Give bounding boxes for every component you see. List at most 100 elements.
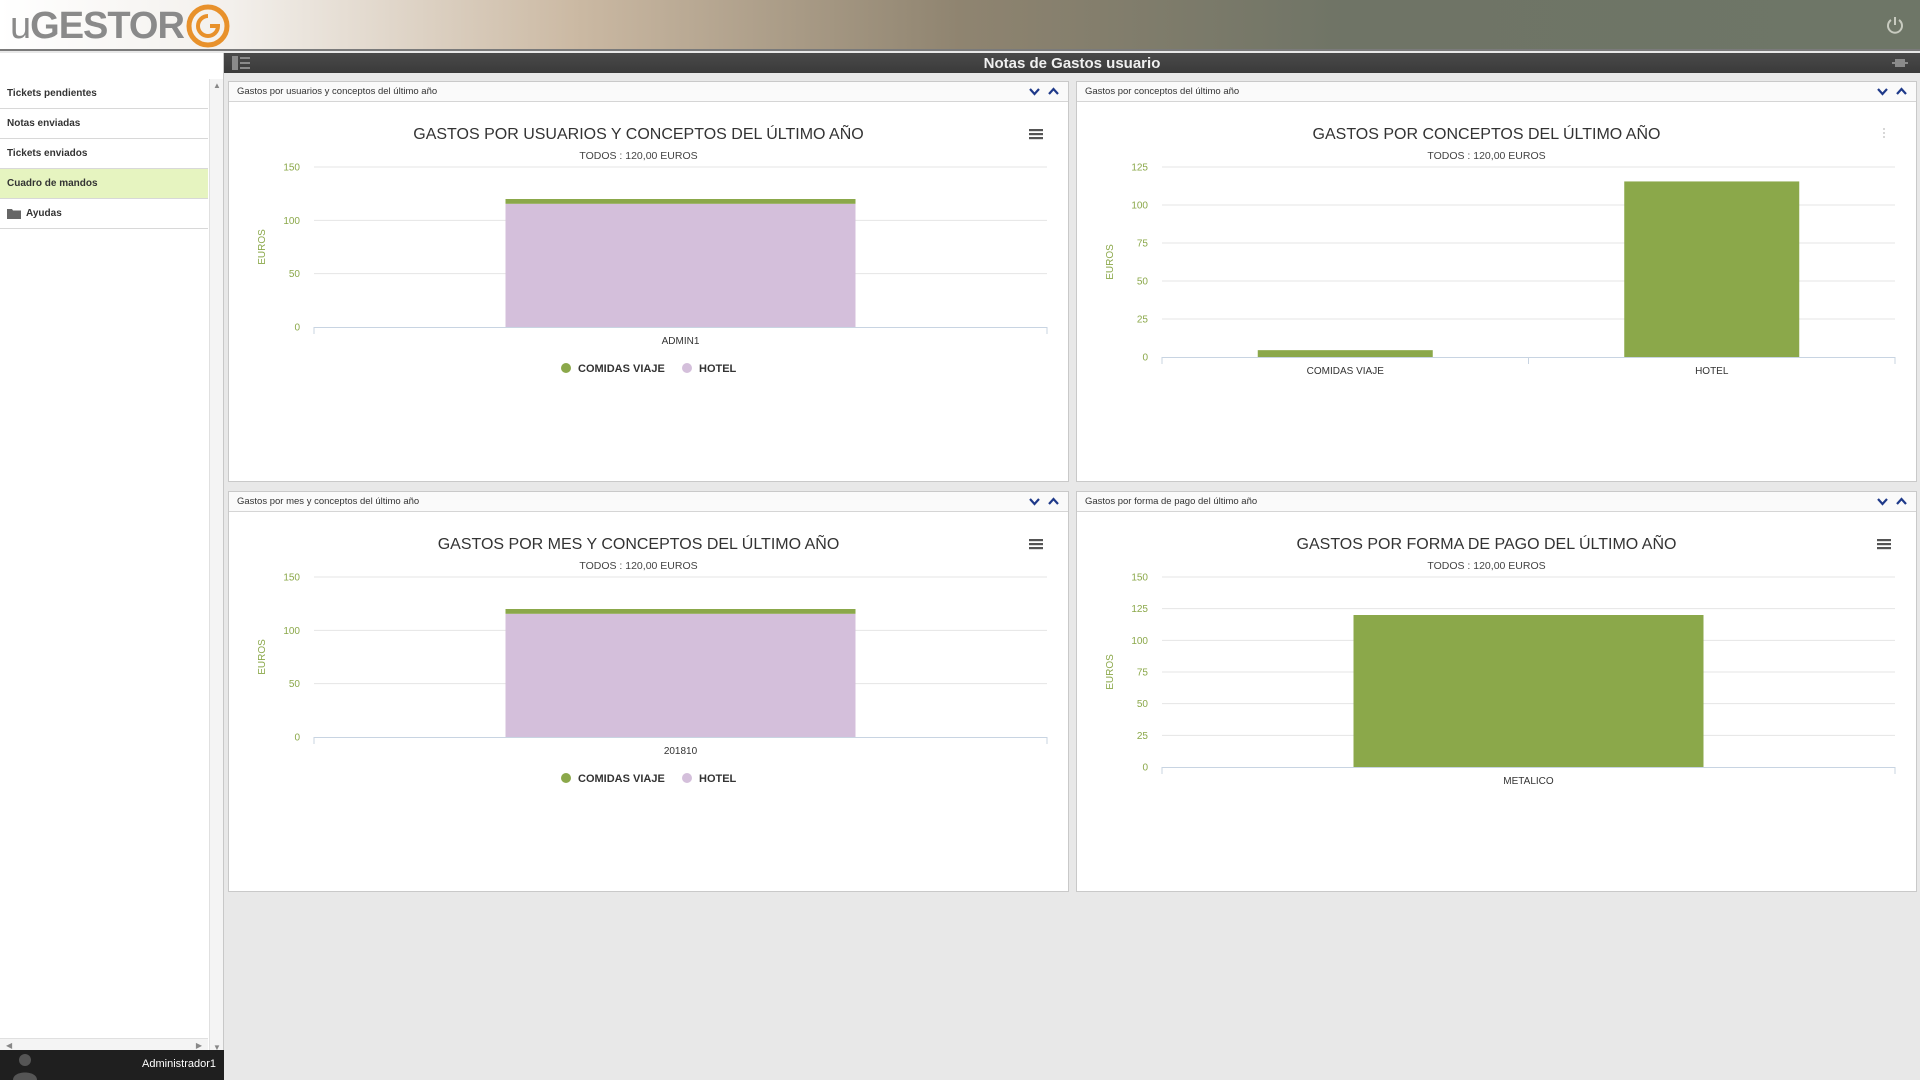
collapse-icon[interactable] (1028, 85, 1041, 98)
sidebar-item-label: Tickets enviados (7, 147, 88, 159)
panel-title: Gastos por conceptos del último año (1085, 86, 1240, 97)
logo-prefix: u (10, 4, 31, 47)
panel-title: Gastos por mes y conceptos del último añ… (237, 496, 420, 507)
chart-title: GASTOS POR USUARIOS Y CONCEPTOS DEL ÚLTI… (413, 123, 863, 143)
y-tick-label: 25 (1137, 731, 1149, 742)
chart: GASTOS POR FORMA DE PAGO DEL ÚLTIMO AÑO T… (1105, 533, 1896, 787)
scroll-right-icon[interactable]: ▶ (195, 1041, 202, 1050)
avatar-icon (13, 1054, 37, 1080)
panel-header: Gastos por forma de pago del último año (1077, 492, 1916, 512)
panel-gastos-conceptos: Gastos por conceptos del último año GAST… (1076, 81, 1917, 482)
legend-label: HOTEL (699, 773, 737, 785)
sidebar-menu: Tickets pendientes Notas enviadas Ticket… (0, 79, 208, 229)
hamburger-line (1029, 547, 1043, 550)
y-tick-label: 100 (283, 216, 300, 227)
chart-menu-hamburger-icon[interactable] (1877, 539, 1891, 550)
legend-marker (561, 773, 571, 783)
hamburger-line (1029, 539, 1043, 542)
bar-segment (505, 609, 856, 614)
hamburger-line (1877, 547, 1891, 550)
scroll-left-icon[interactable]: ◀ (6, 1041, 13, 1050)
legend-label: COMIDAS VIAJE (578, 363, 665, 375)
sidebar: Tickets pendientes Notas enviadas Ticket… (0, 53, 224, 1080)
sidebar-item-ayudas[interactable]: Ayudas (0, 199, 208, 229)
y-tick-label: 0 (1142, 763, 1148, 774)
sidebar-vertical-scrollbar[interactable]: ▲ ▼ (209, 79, 223, 1054)
hamburger-line (1029, 133, 1043, 136)
y-tick-label: 150 (1131, 573, 1148, 584)
sidebar-item-tickets-pendientes[interactable]: Tickets pendientes (0, 79, 208, 109)
panel-title: Gastos por usuarios y conceptos del últi… (237, 86, 438, 97)
top-header: uGESTOR (0, 0, 1920, 51)
y-axis-label: EUROS (257, 639, 268, 675)
panel-title: Gastos por forma de pago del último año (1085, 496, 1258, 507)
panel-gastos-usuarios: Gastos por usuarios y conceptos del últi… (228, 81, 1069, 482)
panel-header: Gastos por mes y conceptos del último añ… (229, 492, 1068, 512)
chart-subtitle: TODOS : 120,00 EUROS (579, 150, 697, 162)
y-tick-label: 100 (1131, 636, 1148, 647)
chart-menu-hamburger-icon[interactable] (1029, 539, 1043, 550)
sidebar-horizontal-scrollbar[interactable]: ◀ ▶ (0, 1038, 208, 1052)
legend-label: HOTEL (699, 363, 737, 375)
sidebar-item-tickets-enviados[interactable]: Tickets enviados (0, 139, 208, 169)
y-tick-label: 50 (1137, 277, 1149, 288)
y-tick-label: 0 (294, 323, 300, 334)
y-tick-label: 50 (289, 679, 301, 690)
sidebar-item-notas-enviadas[interactable]: Notas enviadas (0, 109, 208, 139)
power-icon[interactable] (1884, 14, 1906, 36)
user-bar: Administrador1 (0, 1050, 224, 1080)
chart: GASTOS POR MES Y CONCEPTOS DEL ÚLTIMO AÑ… (257, 533, 1048, 785)
chart-title: GASTOS POR CONCEPTOS DEL ÚLTIMO AÑO (1313, 123, 1661, 143)
collapse-icon[interactable] (1028, 495, 1041, 508)
page-title-bar: Notas de Gastos usuario (224, 53, 1920, 73)
expand-icon[interactable] (1895, 495, 1908, 508)
bar-segment (505, 199, 856, 204)
logo-mark-icon (186, 4, 230, 48)
user-name[interactable]: Administrador1 (142, 1058, 216, 1070)
expand-icon[interactable] (1047, 85, 1060, 98)
chart-menu-dots-icon[interactable] (1883, 128, 1885, 138)
collapse-icon[interactable] (1876, 495, 1889, 508)
chart-menu-hamburger-icon[interactable] (1029, 129, 1043, 140)
expand-icon[interactable] (1047, 495, 1060, 508)
menu-dot (1883, 132, 1885, 134)
sidebar-item-label: Tickets pendientes (7, 87, 97, 99)
legend-marker (682, 773, 692, 783)
bar (1257, 350, 1433, 357)
page-title: Notas de Gastos usuario (983, 55, 1161, 72)
sidebar-toggle-icon[interactable] (232, 56, 250, 70)
bar-segment (505, 613, 856, 737)
y-tick-label: 75 (1137, 239, 1149, 250)
chart: GASTOS POR CONCEPTOS DEL ÚLTIMO AÑO TODOS… (1105, 123, 1896, 377)
bar (1624, 181, 1800, 357)
y-tick-label: 150 (283, 163, 300, 174)
hamburger-line (1029, 129, 1043, 132)
widget-settings-icon[interactable] (1892, 56, 1908, 70)
legend-marker (682, 363, 692, 373)
hamburger-line (1877, 539, 1891, 542)
scroll-up-icon[interactable]: ▲ (213, 81, 221, 90)
x-tick-label: 201810 (664, 746, 698, 757)
legend-marker (561, 363, 571, 373)
y-axis-label: EUROS (1105, 654, 1116, 690)
app-logo: uGESTOR (10, 4, 230, 48)
x-tick-label: HOTEL (1695, 366, 1729, 377)
sidebar-item-label: Cuadro de mandos (7, 177, 98, 189)
y-tick-label: 0 (294, 733, 300, 744)
y-tick-label: 25 (1137, 315, 1149, 326)
panel-gastos-mes: Gastos por mes y conceptos del último añ… (228, 491, 1069, 892)
scroll-down-icon[interactable]: ▼ (213, 1043, 221, 1052)
sidebar-item-cuadro-de-mandos[interactable]: Cuadro de mandos (0, 169, 208, 199)
y-tick-label: 50 (1137, 699, 1149, 710)
collapse-icon[interactable] (1876, 85, 1889, 98)
panel-header: Gastos por usuarios y conceptos del últi… (229, 82, 1068, 102)
chart: GASTOS POR USUARIOS Y CONCEPTOS DEL ÚLTI… (257, 123, 1048, 375)
expand-icon[interactable] (1895, 85, 1908, 98)
sidebar-item-label: Notas enviadas (7, 117, 81, 129)
y-axis-label: EUROS (1105, 244, 1116, 280)
chart-subtitle: TODOS : 120,00 EUROS (1427, 150, 1545, 162)
legend-label: COMIDAS VIAJE (578, 773, 665, 785)
hamburger-line (1877, 543, 1891, 546)
y-tick-label: 100 (283, 626, 300, 637)
x-tick-label: COMIDAS VIAJE (1307, 366, 1385, 377)
